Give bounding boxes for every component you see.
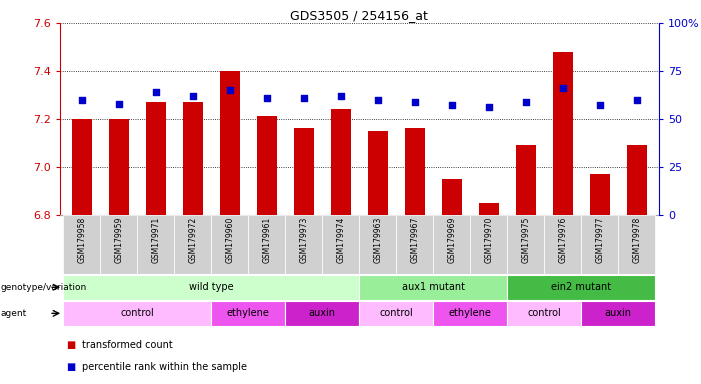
Text: ■: ■ [67, 362, 76, 372]
Bar [63, 215, 100, 274]
Text: auxin: auxin [308, 308, 336, 318]
Text: control: control [379, 308, 413, 318]
Text: GSM179960: GSM179960 [225, 217, 234, 263]
Bar [63, 275, 359, 300]
Text: ein2 mutant: ein2 mutant [551, 282, 611, 292]
Text: genotype/variation: genotype/variation [1, 283, 87, 292]
Bar [285, 301, 359, 326]
Bar [552, 52, 573, 215]
Text: GSM179963: GSM179963 [373, 217, 382, 263]
Bar [515, 145, 536, 215]
Text: GSM179975: GSM179975 [522, 217, 530, 263]
Text: GSM179967: GSM179967 [410, 217, 419, 263]
Text: percentile rank within the sample: percentile rank within the sample [82, 362, 247, 372]
Bar [544, 215, 581, 274]
Bar [508, 275, 655, 300]
Text: ethylene: ethylene [449, 308, 491, 318]
Point [150, 89, 161, 95]
Title: GDS3505 / 254156_at: GDS3505 / 254156_at [290, 9, 428, 22]
Bar [146, 102, 166, 215]
Bar [367, 131, 388, 215]
Bar [581, 215, 618, 274]
Bar [331, 109, 351, 215]
Bar [211, 301, 285, 326]
Point [113, 101, 124, 107]
Bar [257, 116, 277, 215]
Bar [359, 301, 433, 326]
Text: GSM179973: GSM179973 [299, 217, 308, 263]
Bar [470, 215, 508, 274]
Text: ■: ■ [67, 340, 76, 350]
Text: transformed count: transformed count [82, 340, 172, 350]
Point [298, 95, 309, 101]
Text: GSM179974: GSM179974 [336, 217, 346, 263]
Point [76, 97, 88, 103]
Point [261, 95, 273, 101]
Text: ethylene: ethylene [227, 308, 270, 318]
Bar [359, 275, 508, 300]
Text: auxin: auxin [605, 308, 632, 318]
Point [187, 93, 198, 99]
Bar [508, 301, 581, 326]
Text: GSM179978: GSM179978 [632, 217, 641, 263]
Bar [63, 301, 211, 326]
Text: wild type: wild type [189, 282, 233, 292]
Bar [433, 301, 508, 326]
Bar [359, 215, 396, 274]
Bar [627, 145, 647, 215]
Bar [175, 215, 211, 274]
Point [631, 97, 642, 103]
Point [409, 99, 421, 105]
Text: GSM179971: GSM179971 [151, 217, 161, 263]
Bar [581, 301, 655, 326]
Bar [442, 179, 462, 215]
Bar [479, 203, 499, 215]
Bar [508, 215, 544, 274]
Bar [211, 215, 248, 274]
Text: GSM179961: GSM179961 [262, 217, 271, 263]
Text: GSM179958: GSM179958 [77, 217, 86, 263]
Bar [72, 119, 92, 215]
Text: GSM179970: GSM179970 [484, 217, 494, 263]
Bar [219, 71, 240, 215]
Bar [590, 174, 610, 215]
Bar [322, 215, 359, 274]
Bar [433, 215, 470, 274]
Text: GSM179976: GSM179976 [558, 217, 567, 263]
Point [483, 104, 494, 111]
Point [557, 85, 569, 91]
Bar [137, 215, 175, 274]
Text: agent: agent [1, 309, 27, 318]
Point [594, 103, 606, 109]
Bar [618, 215, 655, 274]
Bar [285, 215, 322, 274]
Point [335, 93, 346, 99]
Text: control: control [527, 308, 561, 318]
Text: control: control [121, 308, 154, 318]
Bar [248, 215, 285, 274]
Point [372, 97, 383, 103]
Point [224, 87, 236, 93]
Bar [294, 128, 314, 215]
Bar [109, 119, 129, 215]
Text: GSM179972: GSM179972 [189, 217, 197, 263]
Text: GSM179969: GSM179969 [447, 217, 456, 263]
Point [446, 103, 457, 109]
Point [520, 99, 531, 105]
Bar [182, 102, 203, 215]
Bar [404, 128, 425, 215]
Bar [100, 215, 137, 274]
Text: aux1 mutant: aux1 mutant [402, 282, 465, 292]
Bar [396, 215, 433, 274]
Text: GSM179977: GSM179977 [595, 217, 604, 263]
Text: GSM179959: GSM179959 [114, 217, 123, 263]
